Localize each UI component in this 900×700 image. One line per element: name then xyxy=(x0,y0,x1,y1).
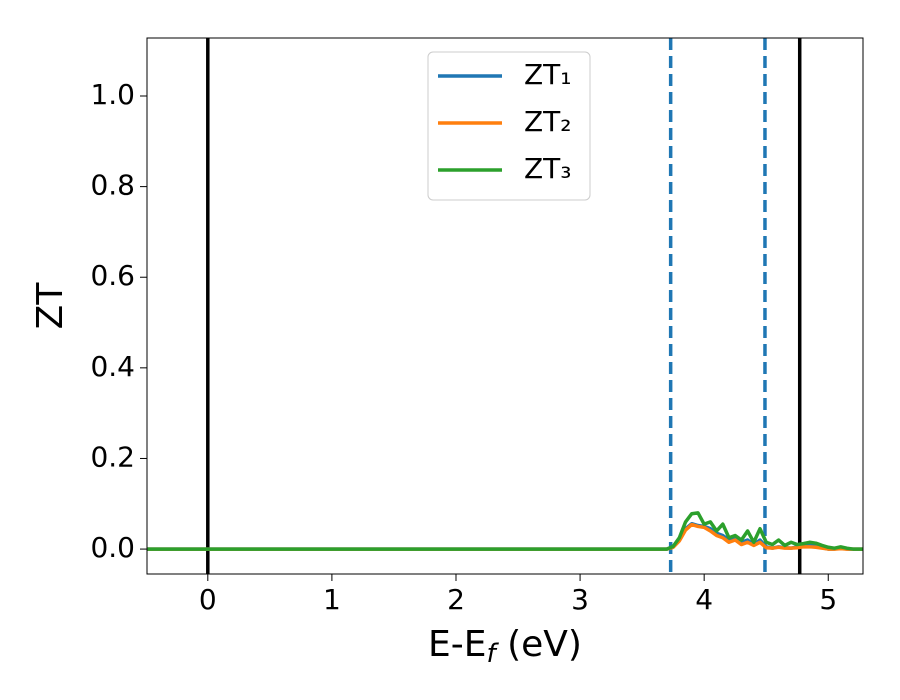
series-line xyxy=(147,511,863,551)
x-tick-label: 1 xyxy=(323,583,341,616)
x-tick-label: 4 xyxy=(695,583,713,616)
legend-box xyxy=(427,51,591,201)
legend-label: ZT₃ xyxy=(524,152,572,185)
legend-label: ZT₁ xyxy=(524,58,572,91)
x-tick-label: 0 xyxy=(199,583,217,616)
y-tick-label: 0.2 xyxy=(90,440,135,473)
legend-label: ZT₂ xyxy=(524,105,572,138)
y-tick-label: 0.8 xyxy=(90,169,135,202)
y-tick-label: 0.4 xyxy=(90,350,135,383)
x-label-main: E-E xyxy=(428,624,486,665)
x-tick-label: 2 xyxy=(447,583,465,616)
x-tick-label: 5 xyxy=(819,583,837,616)
x-tick-label: 3 xyxy=(571,583,589,616)
y-tick-label: 0.6 xyxy=(90,259,135,292)
y-tick-label: 0.0 xyxy=(90,531,135,564)
x-axis-label: E-Ef (eV) xyxy=(428,624,582,669)
plot-frame xyxy=(146,37,864,575)
series-line xyxy=(147,522,863,551)
y-tick-label: 1.0 xyxy=(90,78,135,111)
x-label-tail: (eV) xyxy=(496,624,582,665)
y-axis-label: ZT xyxy=(30,282,71,330)
